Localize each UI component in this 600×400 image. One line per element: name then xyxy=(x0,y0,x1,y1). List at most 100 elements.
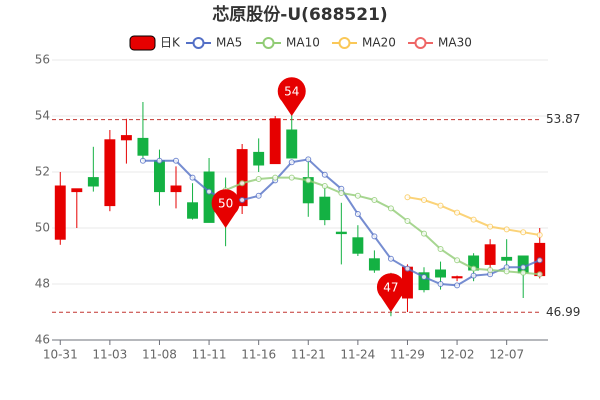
ma-point xyxy=(387,255,394,262)
candle-body xyxy=(286,129,298,159)
candle-body xyxy=(335,231,347,235)
candle-body xyxy=(352,237,364,254)
candle-body xyxy=(154,160,165,193)
mark-point-label: 50 xyxy=(218,197,233,211)
ma-point xyxy=(437,281,444,287)
ma-point xyxy=(371,233,378,240)
ma-point xyxy=(321,183,328,189)
ma-point xyxy=(404,265,411,272)
x-tick-label: 12-07 xyxy=(489,348,524,362)
mark-line-label: 46.99 xyxy=(546,305,580,319)
ma-point xyxy=(536,257,543,264)
mark-point-label: 47 xyxy=(383,281,398,295)
candle-body xyxy=(451,276,463,279)
ma-point xyxy=(503,268,510,275)
mark-point xyxy=(211,189,240,228)
y-tick-label: 46 xyxy=(35,333,50,347)
x-tick-label: 11-21 xyxy=(291,348,326,362)
x-tick-label: 11-03 xyxy=(92,348,127,362)
legend-label: MA10 xyxy=(286,36,320,50)
ma-point xyxy=(454,282,461,289)
candle-body xyxy=(368,258,380,271)
y-tick-label: 50 xyxy=(35,221,50,235)
candle-body xyxy=(253,151,265,166)
ma-point xyxy=(272,174,279,181)
ma-point xyxy=(354,192,361,199)
candle-body xyxy=(435,269,446,278)
y-tick-label: 48 xyxy=(35,277,50,291)
candle-body xyxy=(484,244,496,265)
legend-swatch xyxy=(192,37,205,49)
ma-point xyxy=(520,229,527,236)
mark-point xyxy=(277,77,306,116)
ma-point xyxy=(305,177,312,184)
x-tick-label: 11-24 xyxy=(340,348,375,362)
mark-line-label: 53.87 xyxy=(546,112,580,126)
candle-body xyxy=(137,137,149,156)
ma-point xyxy=(288,159,295,166)
legend-swatch xyxy=(414,37,427,49)
y-tick-label: 56 xyxy=(35,53,50,67)
ma-point xyxy=(470,216,477,223)
candle-body xyxy=(120,135,132,141)
candle-body xyxy=(104,139,116,207)
candle-body xyxy=(269,118,281,165)
chart-title: 芯原股份-U(688521) xyxy=(212,4,387,25)
ma-point xyxy=(470,272,477,279)
legend-label: 日K xyxy=(160,36,181,50)
ma-point xyxy=(139,157,146,164)
x-tick-label: 11-16 xyxy=(241,348,276,362)
legend-swatch xyxy=(338,37,351,49)
legend-label: MA20 xyxy=(362,36,396,50)
y-tick-label: 54 xyxy=(35,109,50,123)
ma-point xyxy=(354,211,361,217)
ma-point xyxy=(206,188,213,195)
candle-body xyxy=(170,185,182,193)
x-tick-label: 11-08 xyxy=(142,348,177,362)
ma-point xyxy=(321,171,328,178)
ma-point xyxy=(421,274,427,280)
ma-point xyxy=(255,192,262,199)
candle-body xyxy=(187,202,198,219)
ma-point xyxy=(536,271,543,278)
ma-point xyxy=(156,157,163,164)
mark-point xyxy=(376,273,405,312)
ma-point xyxy=(454,209,461,216)
ma-point xyxy=(487,223,494,230)
legend-swatch xyxy=(262,37,275,49)
ma-point xyxy=(470,265,477,272)
ma-point xyxy=(305,156,312,163)
ma-point xyxy=(387,205,394,212)
ma-point xyxy=(255,176,262,182)
ma-point xyxy=(239,180,246,187)
ma-point xyxy=(173,157,179,164)
ma-point xyxy=(404,218,411,224)
candle-body xyxy=(236,149,248,207)
mark-point-label: 54 xyxy=(284,85,299,99)
ma-point xyxy=(487,267,494,273)
y-tick-label: 52 xyxy=(35,165,50,179)
legend-label: MA30 xyxy=(438,36,472,50)
ma-point xyxy=(371,197,378,203)
ma-point xyxy=(454,257,461,264)
ma-point xyxy=(288,174,295,181)
x-tick-label: 11-29 xyxy=(390,348,425,362)
ma-point xyxy=(421,197,427,203)
candle-body xyxy=(501,256,513,261)
x-tick-label: 10-31 xyxy=(43,348,78,362)
candle-body xyxy=(54,185,66,240)
ma-point xyxy=(503,226,510,233)
ma-point xyxy=(404,194,411,201)
x-tick-label: 11-11 xyxy=(192,348,227,362)
ma-point xyxy=(520,269,527,276)
legend-label: MA5 xyxy=(216,36,242,50)
ma-point xyxy=(239,197,246,203)
x-tick-label: 12-02 xyxy=(440,348,475,362)
ma-point xyxy=(437,202,444,209)
candle-body xyxy=(87,177,99,187)
ma-point xyxy=(421,230,427,237)
ma-point xyxy=(338,190,345,196)
ma-line xyxy=(407,196,540,236)
ma-point xyxy=(437,246,444,252)
